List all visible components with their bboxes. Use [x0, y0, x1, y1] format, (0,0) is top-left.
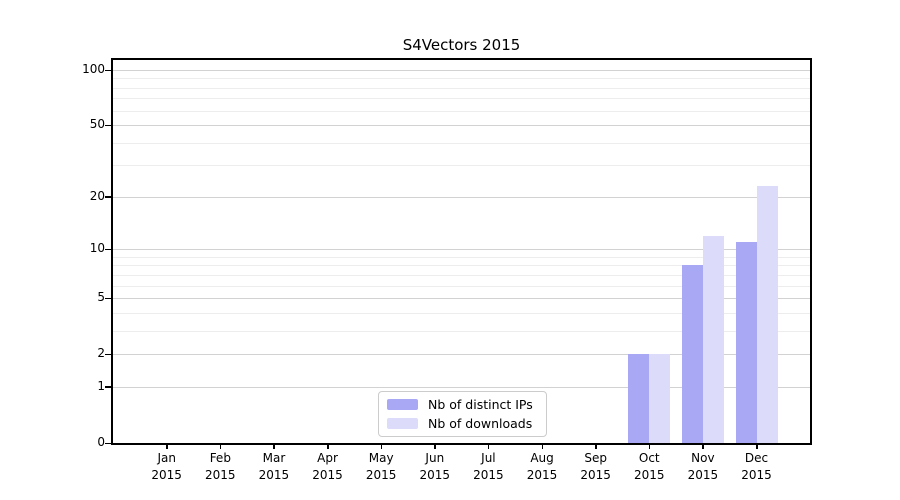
y-tick-mark-2	[105, 353, 112, 356]
bar-nov-distinct_ips	[681, 265, 703, 443]
y-tick-label-0: 0	[97, 435, 105, 449]
y-tick-mark-1	[105, 386, 112, 388]
y-tick-mark-5	[105, 297, 112, 300]
gridline-3	[113, 330, 810, 332]
y-tick-mark-50	[105, 124, 112, 127]
y-tick-mark-100	[105, 69, 112, 71]
bar-nov-downloads	[702, 235, 724, 443]
gridline-10	[113, 249, 810, 251]
y-tick-label-1: 1	[97, 378, 105, 393]
gridline-9	[113, 256, 810, 258]
x-tick-label-apr: Apr 2015	[312, 451, 343, 482]
x-tick-label-dec: Dec 2015	[741, 451, 772, 482]
gridline-80	[113, 87, 810, 89]
x-tick-mark-mar	[273, 443, 275, 449]
gridline-1	[113, 386, 810, 388]
x-tick-mark-dec	[756, 443, 758, 449]
legend-item-downloads: Nb of downloads	[387, 416, 538, 431]
bar-oct-distinct_ips	[628, 354, 650, 443]
x-tick-mark-may	[380, 443, 383, 449]
gridline-30	[113, 165, 810, 167]
x-tick-label-may: May 2015	[365, 451, 397, 482]
y-tick-mark-20	[105, 196, 112, 198]
x-tick-label-nov: Nov 2015	[687, 451, 719, 482]
x-tick-label-jun: Jun 2015	[419, 451, 451, 482]
x-tick-label-feb: Feb 2015	[205, 451, 236, 482]
legend-swatch-distinct-ips	[387, 399, 418, 410]
x-tick-label-jan: Jan 2015	[151, 451, 182, 482]
y-tick-label-2: 2	[97, 346, 105, 361]
gridline-70	[113, 98, 810, 100]
y-tick-mark-0	[105, 442, 112, 444]
gridline-6	[113, 285, 810, 287]
bar-dec-distinct_ips	[735, 242, 757, 443]
gridline-7	[113, 274, 810, 276]
gridline-50	[113, 125, 810, 127]
gridline-8	[113, 265, 810, 267]
x-tick-mark-jun	[434, 443, 436, 449]
x-tick-label-aug: Aug 2015	[526, 451, 558, 482]
y-tick-label-20: 20	[89, 188, 105, 203]
plot-area	[111, 58, 812, 445]
x-tick-mark-sep	[595, 443, 597, 449]
gridline-20	[113, 196, 810, 198]
x-tick-mark-aug	[541, 443, 544, 449]
bar-oct-downloads	[649, 354, 671, 443]
legend-label-downloads: Nb of downloads	[428, 416, 533, 431]
gridline-2	[113, 354, 810, 356]
chart-title: S4Vectors 2015	[402, 36, 521, 54]
legend-label-distinct-ips: Nb of distinct IPs	[428, 397, 533, 412]
x-tick-label-jul: Jul 2015	[473, 451, 504, 482]
x-tick-mark-oct	[648, 443, 651, 449]
bar-dec-downloads	[756, 186, 778, 443]
gridline-60	[113, 110, 810, 112]
legend-item-distinct-ips: Nb of distinct IPs	[387, 397, 538, 412]
gridline-4	[113, 312, 810, 314]
x-tick-label-mar: Mar 2015	[258, 451, 290, 482]
gridline-90	[113, 78, 810, 80]
gridline-40	[113, 142, 810, 144]
y-tick-label-5: 5	[97, 290, 105, 305]
y-tick-label-10: 10	[89, 241, 105, 256]
y-tick-label-100: 100	[82, 62, 105, 76]
x-tick-label-oct: Oct 2015	[633, 451, 665, 482]
x-tick-mark-jan	[166, 443, 168, 449]
x-tick-mark-apr	[327, 443, 329, 449]
legend-swatch-downloads	[387, 418, 418, 429]
x-tick-mark-nov	[702, 443, 704, 449]
gridline-5	[113, 298, 810, 300]
gridline-100	[113, 70, 810, 71]
legend: Nb of distinct IPs Nb of downloads	[378, 391, 547, 437]
y-tick-label-50: 50	[89, 117, 105, 132]
y-tick-mark-10	[105, 248, 112, 251]
x-tick-label-sep: Sep 2015	[580, 451, 611, 482]
x-tick-mark-jul	[487, 443, 490, 449]
x-tick-mark-feb	[219, 443, 222, 449]
